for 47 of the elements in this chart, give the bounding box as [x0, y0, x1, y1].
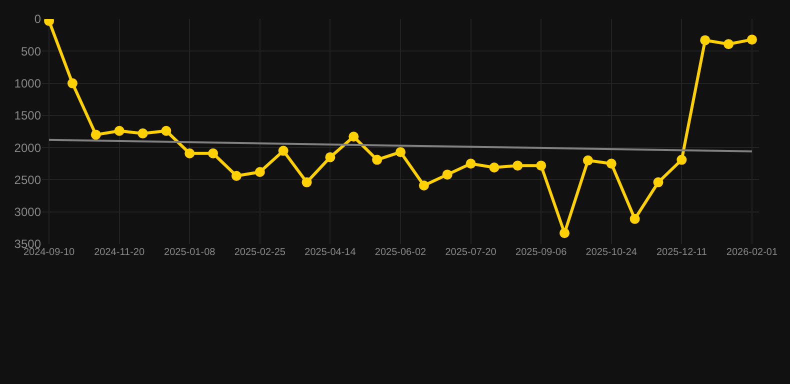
- point: [114, 126, 124, 136]
- point: [138, 128, 148, 138]
- point: [653, 177, 664, 188]
- point: [560, 228, 570, 238]
- point: [348, 132, 359, 142]
- point: [325, 152, 336, 162]
- point: [278, 146, 288, 156]
- y-tick-label: 3000: [14, 205, 42, 220]
- x-tick-label: 2025-02-25: [234, 247, 286, 258]
- point: [724, 39, 734, 50]
- x-tick-label: 2025-12-11: [656, 247, 708, 258]
- point: [372, 154, 382, 165]
- point: [184, 148, 195, 158]
- y-tick-label: 2500: [14, 172, 42, 187]
- point: [536, 160, 546, 171]
- point: [302, 177, 312, 188]
- point: [466, 158, 476, 169]
- point: [489, 162, 500, 172]
- point: [700, 35, 710, 46]
- x-tick-label: 2025-04-14: [304, 247, 356, 258]
- x-tick-label: 2025-01-08: [164, 247, 216, 258]
- x-tick-label: 2026-02-01: [726, 247, 778, 258]
- x-tick-label: 2025-09-06: [516, 247, 568, 258]
- point: [67, 78, 78, 88]
- point: [512, 160, 523, 171]
- y-tick-label: 2000: [14, 140, 42, 155]
- point: [254, 167, 265, 177]
- y-tick-label: 0: [34, 12, 42, 26]
- y-tick-label: 1500: [14, 108, 42, 123]
- point: [746, 34, 757, 45]
- point: [606, 158, 616, 169]
- point: [418, 180, 429, 190]
- x-tick-label: 2025-10-24: [586, 247, 638, 258]
- point: [676, 154, 687, 165]
- point: [582, 155, 593, 166]
- point: [442, 170, 452, 180]
- x-tick-label: 2025-07-20: [445, 247, 497, 258]
- x-tick-label: 2025-06-02: [374, 247, 427, 258]
- point: [161, 126, 172, 136]
- x-tick-label: 2024-11-20: [94, 247, 145, 258]
- point: [231, 170, 242, 181]
- y-tick-label: 1000: [14, 76, 42, 90]
- point: [90, 130, 101, 140]
- point: [630, 214, 640, 224]
- y-tick-label: 500: [20, 44, 42, 58]
- point: [208, 148, 218, 158]
- point: [396, 147, 406, 158]
